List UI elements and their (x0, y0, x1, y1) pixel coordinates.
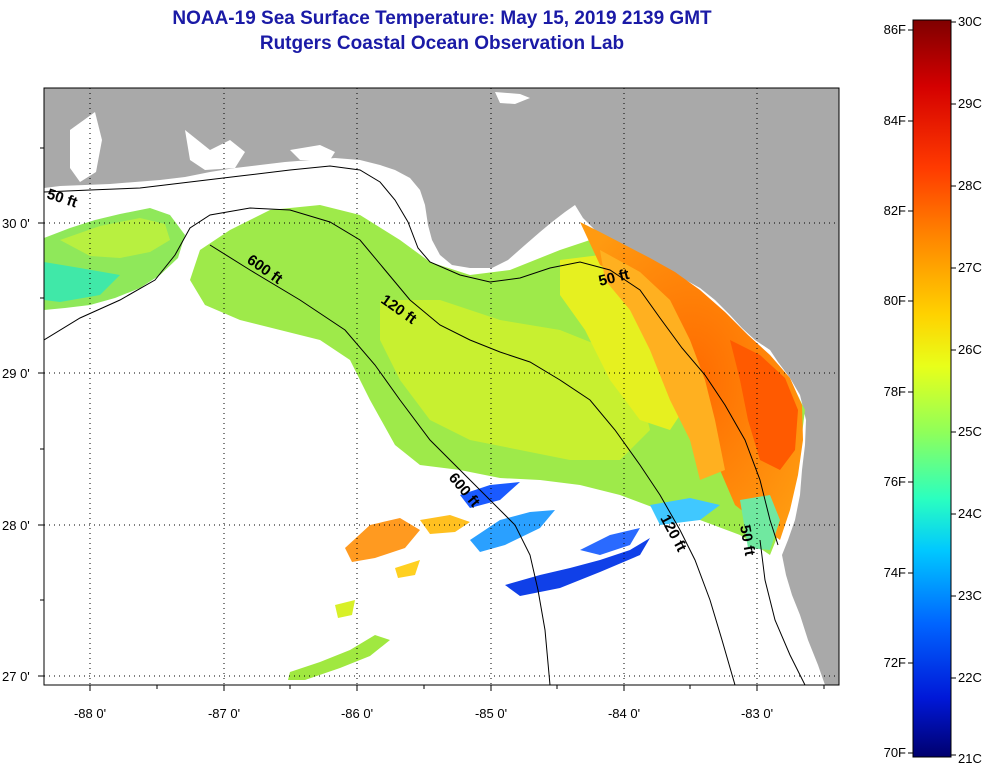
map-subtitle: Rutgers Coastal Ocean Observation Lab (259, 33, 625, 54)
colorbar-f-label: 76F (884, 474, 906, 489)
lon-tick-label: -85 0' (475, 706, 507, 721)
colorbar-c-label: 29C (958, 96, 982, 111)
lon-tick-label: -84 0' (608, 706, 640, 721)
land-mass (44, 88, 839, 685)
depth-contours (44, 165, 806, 685)
colorbar (912, 19, 952, 758)
colorbar-f-label: 72F (884, 655, 906, 670)
contour-label-50ft-south: 50 ft (736, 524, 758, 557)
sst-field (44, 205, 805, 680)
colorbar-c-label: 26C (958, 342, 982, 357)
colorbar-c-label: 24C (958, 506, 982, 521)
lon-tick-label: -87 0' (208, 706, 240, 721)
colorbar-f-label: 84F (884, 113, 906, 128)
colorbar-c-label: 23C (958, 588, 982, 603)
map-frame (43, 87, 840, 686)
map-title: NOAA-19 Sea Surface Temperature: May 15,… (172, 8, 712, 29)
lon-tick-label: -86 0' (341, 706, 373, 721)
contour-label-50ft-coast: 50 ft (597, 266, 631, 290)
colorbar-f-label: 80F (884, 293, 906, 308)
colorbar-c-label: 22C (958, 670, 982, 685)
lon-tick-label: -88 0' (74, 706, 106, 721)
frame-ticks (38, 147, 825, 691)
colorbar-f-label: 82F (884, 203, 906, 218)
lon-tick-label: -83 0' (741, 706, 773, 721)
colorbar-f-label: 74F (884, 565, 906, 580)
colorbar-f-label: 86F (884, 22, 906, 37)
colorbar-c-label: 30C (958, 14, 982, 29)
colorbar-c-label: 21C (958, 751, 982, 766)
lat-tick-label: 27 0' (2, 669, 30, 684)
colorbar-c-label: 27C (958, 260, 982, 275)
lat-tick-label: 29 0' (2, 366, 30, 381)
colorbar-c-label: 28C (958, 178, 982, 193)
lat-tick-label: 28 0' (2, 518, 30, 533)
colorbar-c-label: 25C (958, 424, 982, 439)
colorbar-ticks (908, 21, 956, 756)
colorbar-f-label: 78F (884, 384, 906, 399)
colorbar-f-label: 70F (884, 745, 906, 760)
lat-tick-label: 30 0' (2, 216, 30, 231)
